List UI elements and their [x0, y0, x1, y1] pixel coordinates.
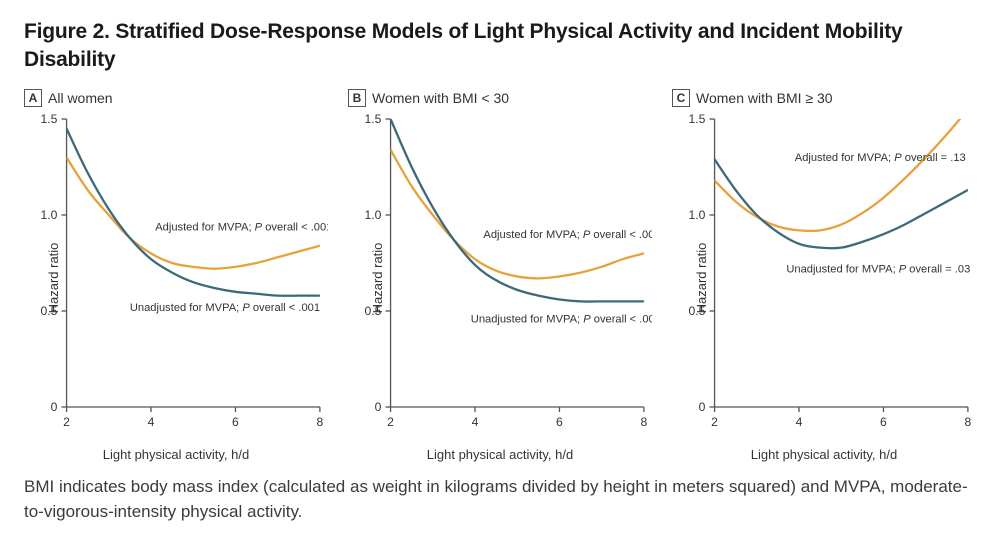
svg-text:1.5: 1.5 [365, 113, 382, 126]
panel-title: A All women [24, 89, 328, 107]
y-axis-label: Hazard ratio [46, 242, 61, 313]
panel-badge: A [24, 89, 42, 107]
svg-text:2: 2 [63, 415, 70, 429]
annotation: Unadjusted for MVPA; P overall < .001 [471, 313, 652, 325]
annotation: Unadjusted for MVPA; P overall = .03 [786, 263, 970, 275]
series-unadjusted [67, 128, 320, 295]
y-axis-label: Hazard ratio [694, 242, 709, 313]
svg-text:1.0: 1.0 [689, 208, 706, 222]
annotation: Adjusted for MVPA; P overall < .001 [155, 221, 328, 233]
svg-text:1.0: 1.0 [365, 208, 382, 222]
svg-text:2: 2 [387, 415, 394, 429]
figure-container: { "figure": { "title": "Figure 2. Strati… [0, 0, 1000, 556]
svg-text:4: 4 [148, 415, 155, 429]
annotation: Unadjusted for MVPA; P overall < .001 [130, 302, 320, 314]
panel-badge: B [348, 89, 366, 107]
x-axis-label: Light physical activity, h/d [24, 447, 328, 462]
panel-c: CWomen with BMI ≥ 30Hazard ratio00.51.01… [672, 89, 976, 462]
svg-text:8: 8 [965, 415, 972, 429]
chart: Hazard ratio00.51.01.52468Adjusted for M… [348, 113, 652, 443]
panel-title: B Women with BMI < 30 [348, 89, 652, 107]
series-adjusted [391, 149, 644, 278]
panel-title: C Women with BMI ≥ 30 [672, 89, 976, 107]
x-axis-label: Light physical activity, h/d [348, 447, 652, 462]
annotation: Adjusted for MVPA; P overall < .001 [483, 229, 652, 241]
svg-text:6: 6 [880, 415, 887, 429]
panels-row: AAll womenHazard ratio00.51.01.52468Adju… [24, 89, 976, 462]
svg-text:6: 6 [232, 415, 239, 429]
figure-title: Figure 2. Stratified Dose-Response Model… [24, 18, 976, 75]
panel-title-text: All women [48, 90, 113, 106]
svg-text:8: 8 [641, 415, 648, 429]
svg-text:1.0: 1.0 [41, 208, 58, 222]
figure-caption: BMI indicates body mass index (calculate… [24, 474, 976, 525]
svg-text:1.5: 1.5 [689, 113, 706, 126]
svg-text:0: 0 [699, 400, 706, 414]
annotation: Adjusted for MVPA; P overall = .13 [795, 152, 966, 164]
svg-text:4: 4 [472, 415, 479, 429]
svg-text:4: 4 [796, 415, 803, 429]
panel-title-text: Women with BMI ≥ 30 [696, 90, 833, 106]
panel-b: BWomen with BMI < 30Hazard ratio00.51.01… [348, 89, 652, 462]
panel-badge: C [672, 89, 690, 107]
svg-text:8: 8 [317, 415, 324, 429]
panel-a: AAll womenHazard ratio00.51.01.52468Adju… [24, 89, 328, 462]
chart: Hazard ratio00.51.01.52468Adjusted for M… [672, 113, 976, 443]
y-axis-label: Hazard ratio [370, 242, 385, 313]
series-unadjusted [715, 159, 968, 248]
x-axis-label: Light physical activity, h/d [672, 447, 976, 462]
svg-text:2: 2 [711, 415, 718, 429]
panel-title-text: Women with BMI < 30 [372, 90, 509, 106]
svg-text:6: 6 [556, 415, 563, 429]
svg-text:0: 0 [375, 400, 382, 414]
svg-text:1.5: 1.5 [41, 113, 58, 126]
series-adjusted [715, 113, 968, 231]
svg-text:0: 0 [51, 400, 58, 414]
chart: Hazard ratio00.51.01.52468Adjusted for M… [24, 113, 328, 443]
series-adjusted [67, 157, 320, 268]
